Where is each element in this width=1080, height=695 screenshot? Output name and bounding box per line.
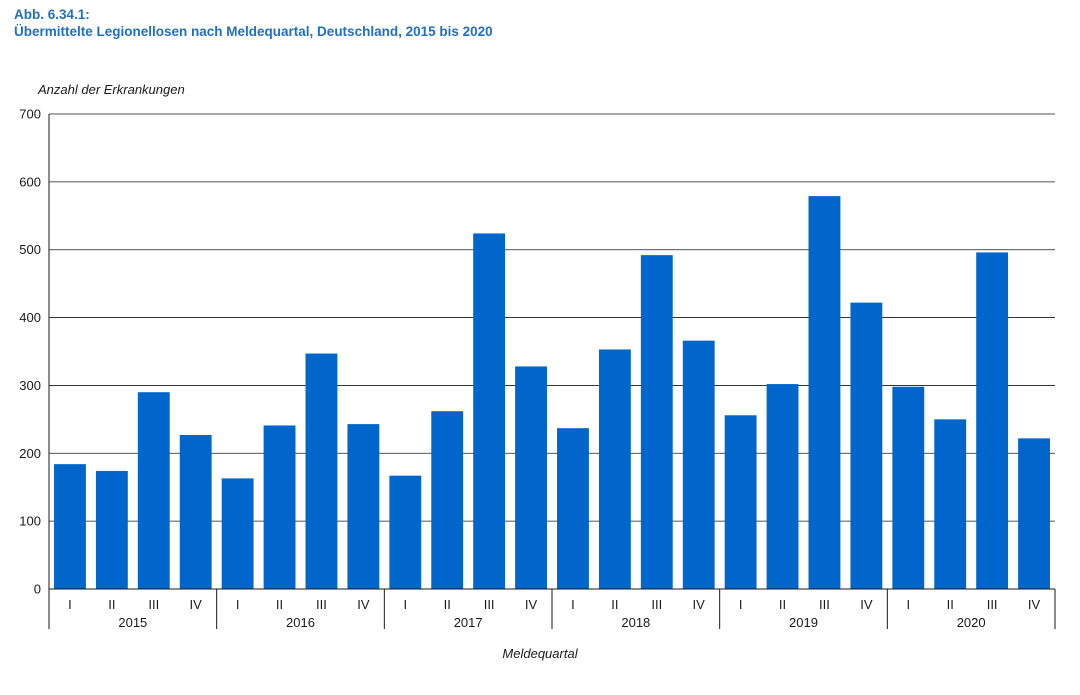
- y-tick-label: 500: [19, 242, 41, 257]
- bar: [221, 478, 254, 589]
- x-tick-label-year: 2019: [789, 615, 818, 630]
- x-tick-label-quarter: IV: [693, 597, 706, 612]
- bar: [976, 252, 1009, 589]
- bar: [808, 196, 841, 589]
- x-tick-label-quarter: IV: [525, 597, 538, 612]
- x-tick-label-year: 2018: [621, 615, 650, 630]
- bar: [137, 392, 170, 589]
- x-tick-label-quarter: IV: [190, 597, 203, 612]
- y-tick-label: 0: [34, 582, 41, 597]
- bar: [54, 464, 86, 589]
- bar: [766, 384, 799, 589]
- x-tick-label-quarter: I: [68, 597, 72, 612]
- bar: [431, 411, 464, 589]
- x-tick-label-quarter: I: [571, 597, 575, 612]
- bar: [724, 415, 757, 589]
- x-tick-label-quarter: II: [108, 597, 115, 612]
- y-tick-label: 300: [19, 378, 41, 393]
- bar: [682, 340, 715, 589]
- x-tick-label-quarter: II: [444, 597, 451, 612]
- x-tick-label-quarter: IV: [357, 597, 370, 612]
- x-tick-label-year: 2020: [957, 615, 986, 630]
- x-tick-label-quarter: II: [611, 597, 618, 612]
- bar: [557, 428, 589, 589]
- x-tick-label-quarter: IV: [1028, 597, 1041, 612]
- x-tick-label-quarter: IV: [860, 597, 873, 612]
- chart-title: Übermittelte Legionellosen nach Meldequa…: [14, 24, 493, 39]
- x-tick-label-year: 2015: [118, 615, 147, 630]
- bar: [347, 424, 380, 589]
- x-tick-label-quarter: III: [819, 597, 830, 612]
- bar: [892, 386, 925, 589]
- x-tick-label-quarter: II: [276, 597, 283, 612]
- bar: [934, 419, 967, 589]
- x-tick-label-year: 2017: [454, 615, 483, 630]
- x-tick-label-quarter: III: [987, 597, 998, 612]
- x-tick-label-quarter: II: [779, 597, 786, 612]
- bar: [95, 470, 128, 589]
- bar: [179, 434, 212, 589]
- figure-label: Abb. 6.34.1:: [14, 7, 90, 22]
- x-tick-label-quarter: I: [403, 597, 407, 612]
- y-tick-label: 200: [19, 446, 41, 461]
- x-tick-label-quarter: I: [739, 597, 743, 612]
- bar: [1018, 438, 1050, 589]
- x-tick-label-quarter: III: [651, 597, 662, 612]
- x-tick-label-quarter: III: [316, 597, 327, 612]
- x-axis-label: Meldequartal: [502, 646, 578, 661]
- bar: [263, 425, 296, 589]
- y-tick-label: 600: [19, 174, 41, 189]
- x-tick-label-quarter: II: [947, 597, 954, 612]
- bar: [389, 475, 422, 589]
- bar: [640, 255, 673, 589]
- x-tick-label-quarter: I: [236, 597, 240, 612]
- bar: [598, 349, 631, 589]
- y-tick-label: 400: [19, 310, 41, 325]
- y-axis-label: Anzahl der Erkrankungen: [38, 82, 185, 97]
- bar: [850, 302, 883, 589]
- bar: [515, 366, 547, 589]
- y-tick-label: 100: [19, 514, 41, 529]
- x-tick-label-year: 2016: [286, 615, 315, 630]
- x-tick-label-quarter: III: [148, 597, 159, 612]
- x-tick-label-quarter: III: [484, 597, 495, 612]
- x-tick-label-quarter: I: [906, 597, 910, 612]
- bar: [473, 233, 506, 589]
- y-tick-label: 700: [19, 107, 41, 122]
- bar: [305, 353, 338, 589]
